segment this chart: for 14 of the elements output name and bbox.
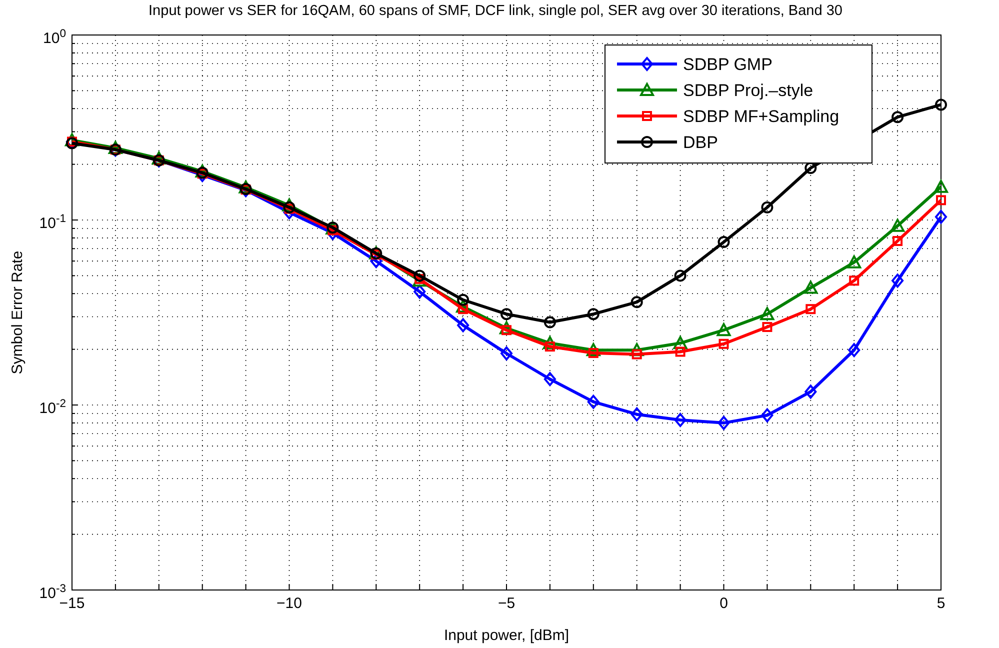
legend-label: SDBP MF+Sampling	[683, 107, 840, 126]
x-tick-label: −5	[498, 595, 516, 612]
legend-label: SDBP GMP	[683, 55, 772, 74]
x-tick-label: −10	[276, 595, 302, 612]
x-tick-label: 0	[720, 595, 728, 612]
legend-label: DBP	[683, 133, 718, 152]
y-axis-title: Symbol Error Rate	[9, 250, 26, 374]
legend-label: SDBP Proj.–style	[683, 81, 814, 100]
chart-title: Input power vs SER for 16QAM, 60 spans of SMF, DCF link, single pol, SER avg over 30 iterations, Band 30	[148, 3, 842, 19]
y-tick-label: 10$^{0}$	[43, 28, 66, 47]
y-tick-label: 10$^{-2}$	[39, 398, 66, 417]
x-axis-title: Input power, [dBm]	[444, 627, 570, 644]
x-tick-label: 5	[936, 595, 946, 612]
y-tick-label: 10$^{-1}$	[39, 213, 66, 232]
